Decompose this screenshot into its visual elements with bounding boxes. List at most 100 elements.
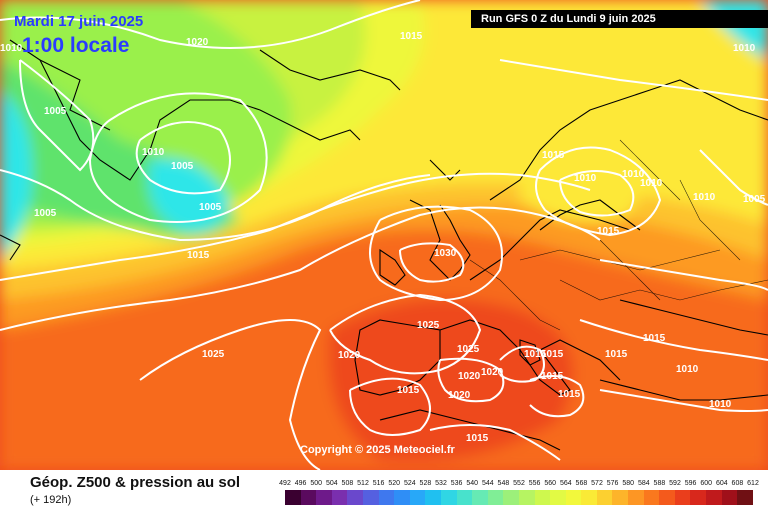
isobar-label: 1020 [338,350,361,361]
color-scale-swatch [643,490,660,505]
color-scale-tick: 548 [497,480,510,487]
isobar-label: 1030 [434,248,457,259]
color-scale-tick: 552 [513,480,525,487]
color-scale-swatch [456,490,473,505]
weather-map: 1020 1015 1010 1010 1005 1010 1005 1005 … [0,0,768,470]
isobar-label: 1015 [558,389,581,400]
isobar-label: 1010 [142,147,165,158]
color-scale-swatch [331,490,348,505]
isobar-label: 1015 [466,433,489,444]
color-scale-tick: 576 [606,480,619,487]
isobar-label: 1015 [187,250,210,261]
map-title: Géop. Z500 & pression au sol [30,474,241,491]
isobar-label: 1005 [44,106,67,117]
isobar-labels: 1020 1015 1010 1010 1005 1010 1005 1005 … [0,31,766,444]
color-scale-swatch [628,490,644,505]
isobar-label: 1025 [202,349,225,360]
color-scale-tick: 612 [747,480,759,487]
isobar-label: 1005 [199,202,222,213]
color-scale-tick: 580 [622,480,635,487]
isobar-label: 1010 [693,192,716,203]
color-scale-tick: 524 [403,480,416,487]
color-scale-swatch [425,490,441,505]
color-scale-swatch [487,490,504,505]
color-scale-swatch [565,490,582,505]
color-scale-tick: 584 [637,480,650,487]
field-band-cyan-center [148,158,230,232]
color-scale-tick: 604 [715,480,728,487]
color-scale-tick: 504 [325,480,338,487]
color-scale-swatch [409,490,426,505]
color-scale-tick: 508 [341,480,354,487]
color-scale-swatch [378,490,395,505]
forecast-date: Mardi 17 juin 2025 [14,13,144,30]
field-band-red-south [328,298,574,462]
isobar-label: 1015 [524,349,547,360]
color-scale-tick: 528 [419,480,432,487]
lead-time: (+ 192h) [30,494,72,506]
color-scale-tick: 536 [450,480,463,487]
color-scale-tick: 568 [575,480,588,487]
copyright: Copyright © 2025 Meteociel.fr [300,444,455,456]
color-scale-tick: 540 [466,480,479,487]
color-scale-tick: 500 [310,480,323,487]
color-scale-tick: 496 [294,480,307,487]
color-scale-tick: 492 [279,480,291,487]
color-scale-swatch [706,490,722,505]
color-scale-tick: 532 [435,480,447,487]
isobar-label: 1015 [597,226,620,237]
isobar-label: 1015 [643,333,666,344]
isobar-label: 1015 [400,31,423,42]
color-scale-swatch [394,490,410,505]
isobar-label: 1010 [0,43,23,54]
color-scale-swatch [596,490,613,505]
isobar-label: 1020 [481,367,504,378]
color-scale-swatch [518,490,535,505]
field-band-orange-light [0,206,768,330]
isobar-label: 1025 [417,320,440,331]
color-scale-tick: 572 [591,480,603,487]
color-scale-tick: 588 [653,480,666,487]
isobar-label: 1025 [457,344,480,355]
color-scale-swatch [300,490,317,505]
isobars [0,0,768,470]
isobar-label: 1015 [541,349,564,360]
field-band-yellow-orange [0,183,768,300]
isobar-label: 1020 [448,390,471,401]
color-scale-swatch [285,490,301,505]
forecast-local-time: 1:00 locale [22,34,130,57]
isobar-label: 1015 [397,385,420,396]
color-scale-tick: 512 [357,480,369,487]
color-scale-swatch [674,490,691,505]
isobar-label: 1020 [458,371,481,382]
color-scale [285,490,753,505]
color-scale-swatch [690,490,707,505]
color-scale-tick: 608 [731,480,744,487]
isobar-label: 1005 [171,161,194,172]
isobar-label: 1015 [542,150,565,161]
isobar-label: 1010 [709,399,732,410]
isobar-label: 1010 [574,173,597,184]
color-scale-tick: 596 [684,480,697,487]
isobar-label: 1010 [733,43,756,54]
isobar-label: 1005 [34,208,57,219]
color-scale-swatch [347,490,363,505]
color-scale-swatch [659,490,675,505]
color-scale-tick: 592 [669,480,681,487]
color-scale-swatch [472,490,488,505]
color-scale-swatch [362,490,379,505]
color-scale-swatch [550,490,566,505]
isobar-label: 1015 [605,349,628,360]
color-scale-swatch [721,490,738,505]
borders [469,139,768,331]
color-scale-tick: 556 [528,480,541,487]
color-scale-tick: 560 [544,480,557,487]
isobar-label: 1010 [640,178,663,189]
color-scale-tick: 520 [388,480,401,487]
color-scale-swatch [503,490,519,505]
isobar-label: 1020 [186,37,209,48]
color-scale-swatch [316,490,332,505]
color-scale-ticks: 492 496 500 504 508 512 516 520 524 528 532 536 540 5… [279,480,759,490]
geopotential-field: 1020 1015 1010 1010 1005 1010 1005 1005 … [0,0,768,470]
color-scale-tick: 516 [372,480,385,487]
